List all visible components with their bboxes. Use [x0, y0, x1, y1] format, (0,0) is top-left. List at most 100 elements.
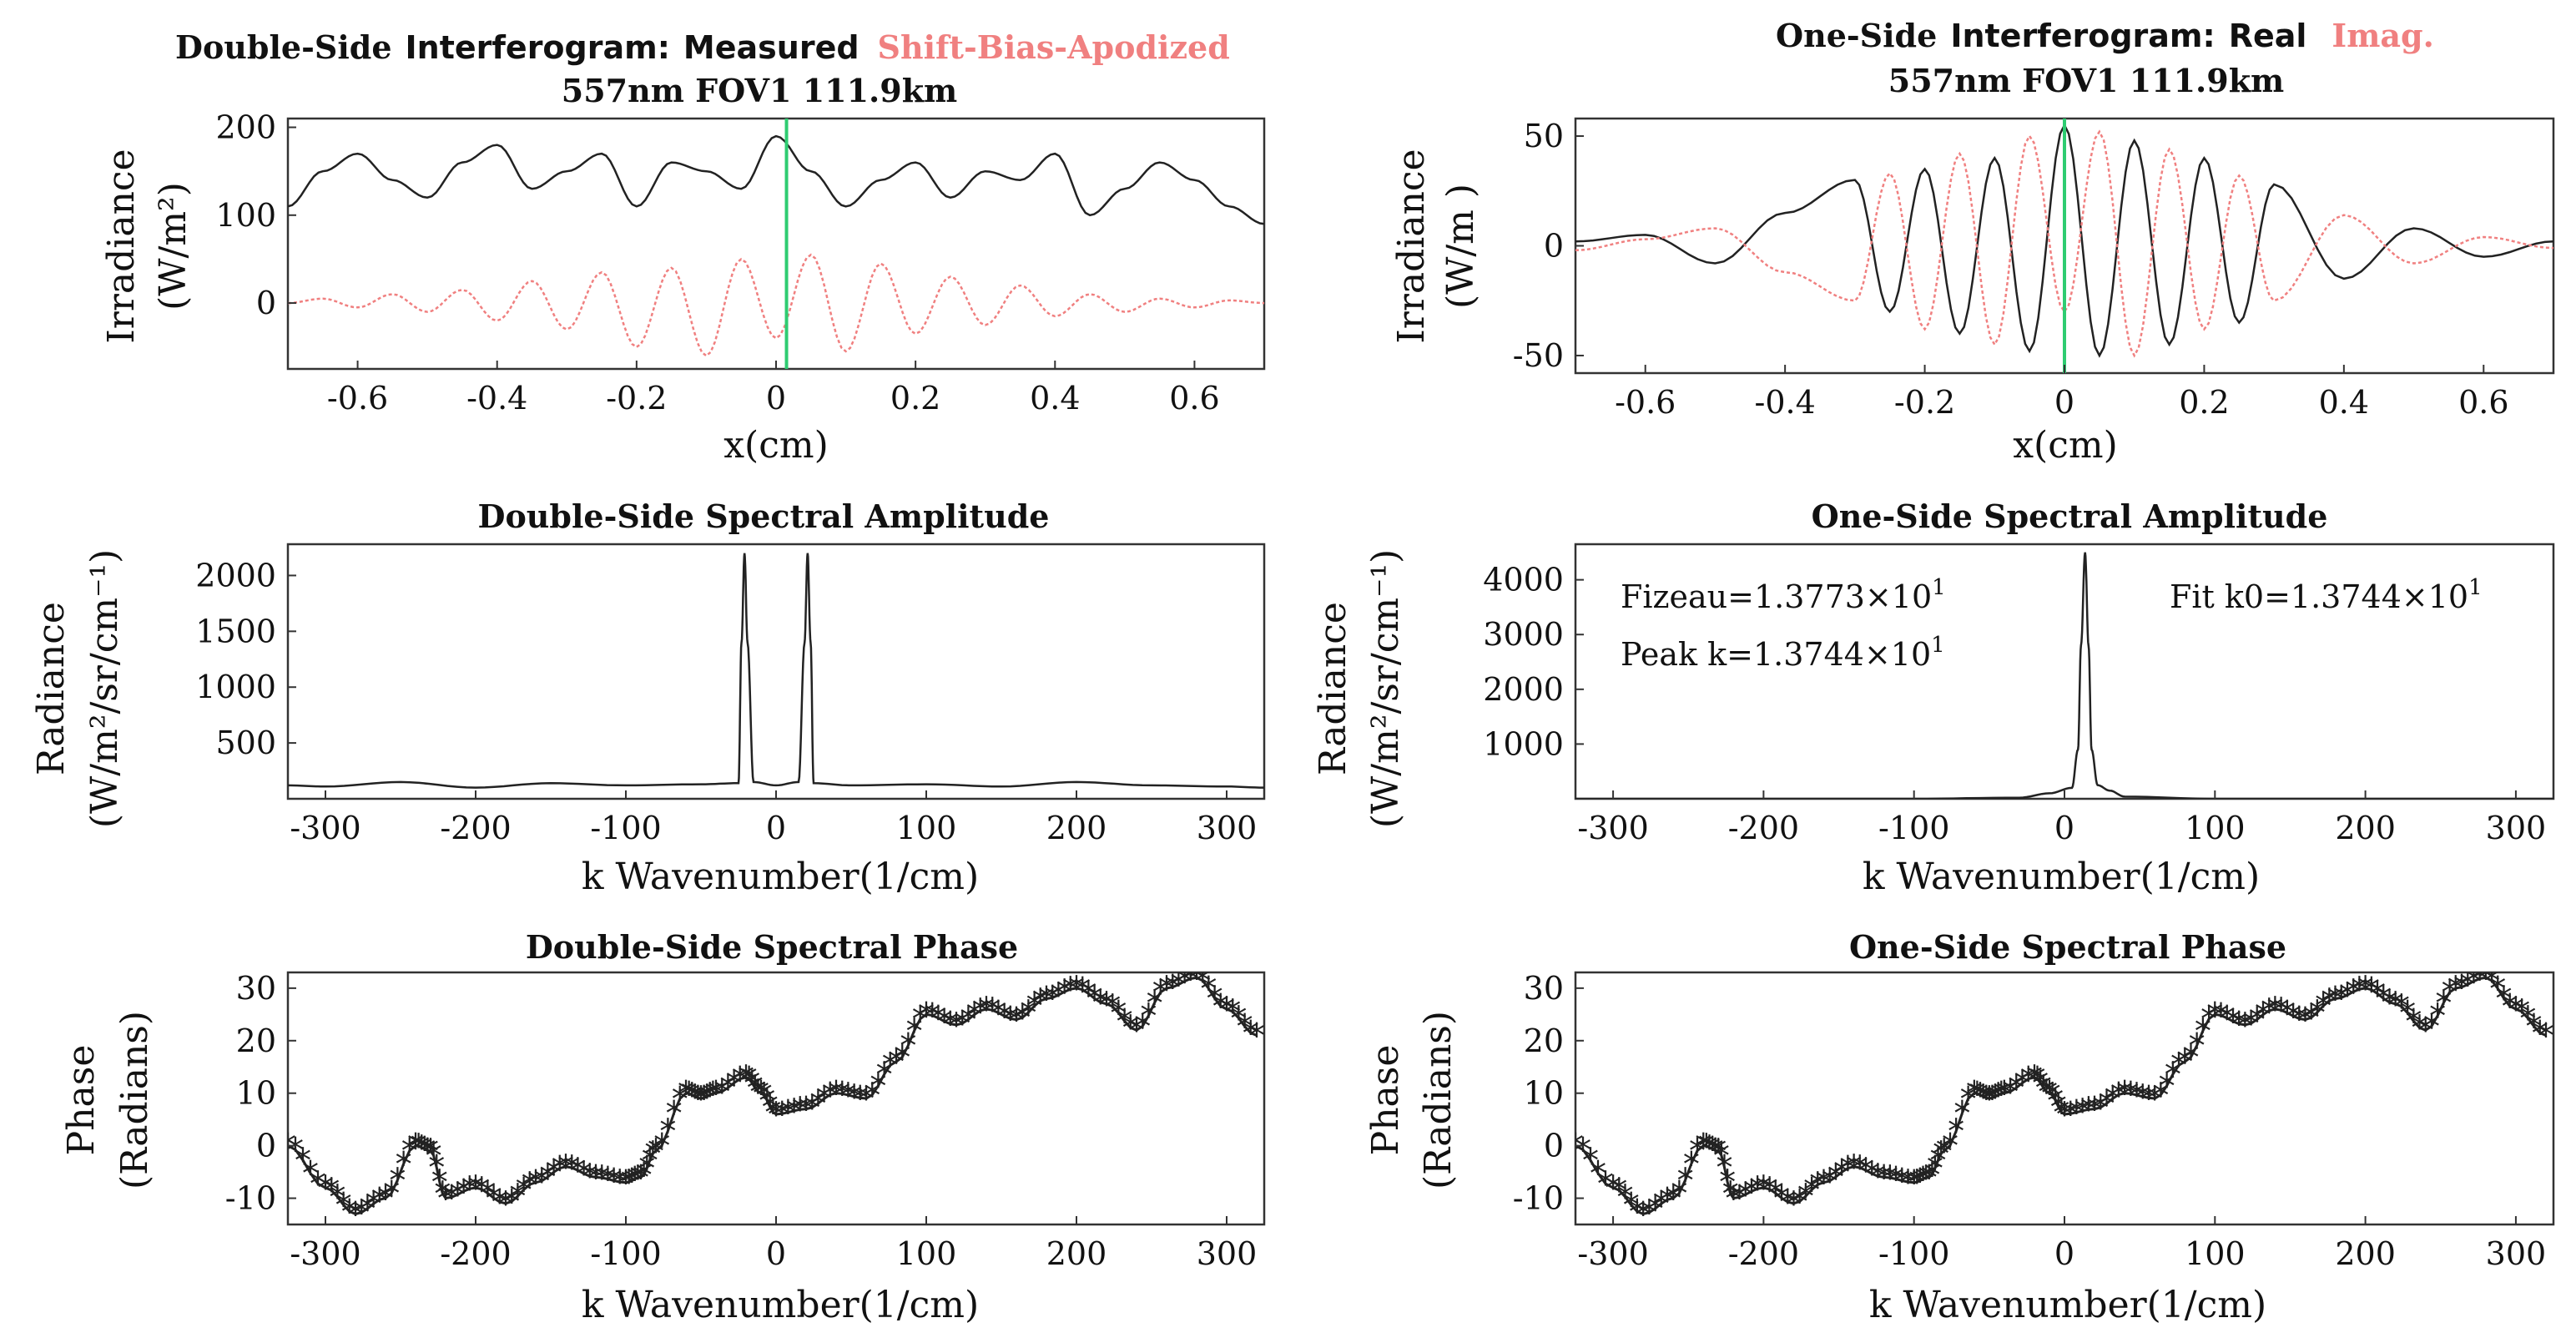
- phase-point: *: [557, 1149, 574, 1187]
- phase-point: *: [1629, 1193, 1646, 1231]
- y-tick-label: 0: [256, 285, 276, 321]
- phase-point: *: [1659, 1181, 1676, 1219]
- y-tick-label: 3000: [1483, 616, 1564, 653]
- series-line-1: [288, 134, 1264, 225]
- y-tick-label: 50: [1524, 118, 1564, 154]
- phase-point: *: [2285, 997, 2301, 1036]
- phase-point: *: [1972, 1077, 1989, 1115]
- phase-point: *: [1899, 1164, 1916, 1202]
- phase-point: *: [2339, 977, 2356, 1015]
- phase-point: *: [479, 1174, 496, 1213]
- phase-point: *: [2032, 1064, 2049, 1103]
- phase-point: *: [1026, 987, 1043, 1026]
- phase-point: *: [1906, 1164, 1923, 1203]
- phase-point: *: [653, 1127, 670, 1165]
- phase-point: *: [2375, 980, 2392, 1018]
- x-tick-label: -100: [590, 810, 661, 846]
- phase-point: *: [1243, 1014, 1259, 1053]
- phase-point: *: [1230, 1000, 1247, 1038]
- phase-point: *: [749, 1073, 766, 1112]
- phase-point: *: [2053, 1093, 2069, 1132]
- x-tick-label: -100: [1878, 810, 1949, 846]
- y-axis-label-2: (W/m²/sr/cm⁻¹): [83, 549, 126, 828]
- phase-point: *: [1993, 1075, 2009, 1113]
- y-axis-label-2: (Radians): [113, 1011, 156, 1189]
- x-tick-label: -200: [1728, 1235, 1799, 1272]
- phase-point: *: [1194, 962, 1211, 1001]
- phase-point: *: [2495, 980, 2512, 1018]
- phase-point: *: [1876, 1159, 1893, 1197]
- x-tick-labels: -300 -200 -100 0 100 200 300: [1577, 810, 2546, 846]
- phase-point: *: [1942, 1127, 1958, 1165]
- y-tick-label: 1000: [195, 669, 276, 705]
- y-tick-label: 0: [1544, 228, 1564, 265]
- phase-point: *: [809, 1085, 826, 1123]
- phase-point: *: [359, 1190, 376, 1229]
- phase-point: *: [621, 1164, 638, 1202]
- x-tick-labels: -300 -200 -100 0 100 200 300: [290, 1235, 1257, 1272]
- annotation-fizeau-text: Fizeau=1.3773×10: [1621, 578, 1932, 615]
- phase-point: *: [422, 1133, 439, 1171]
- plot-area: [288, 553, 1264, 799]
- phase-point: *: [996, 997, 1013, 1036]
- y-tick-label: 1500: [195, 613, 276, 649]
- phase-point: *: [1224, 993, 1241, 1032]
- phase-point: *: [295, 1142, 311, 1180]
- phase-point: *: [2170, 1047, 2187, 1085]
- x-tick-labels: -300 -200 -100 0 100 200 300: [290, 810, 1257, 846]
- phase-point: *: [1737, 1176, 1754, 1214]
- phase-point: *: [569, 1152, 586, 1190]
- phase-point: *: [2345, 973, 2362, 1012]
- x-tick-labels: -300 -200 -100 0 100 200 300: [1577, 1235, 2546, 1272]
- phase-point: *: [2092, 1089, 2109, 1128]
- phase-point: *: [1921, 1159, 1938, 1197]
- phase-point: *: [2098, 1085, 2115, 1123]
- phase-point: *: [1701, 1129, 1717, 1168]
- y-axis-label-1: Irradiance: [100, 149, 143, 343]
- phase-point: *: [2105, 1080, 2121, 1118]
- y-tick-label: 20: [1524, 1022, 1564, 1059]
- phase-point: *: [2195, 1012, 2211, 1051]
- phase-point: *: [1893, 1162, 1910, 1200]
- phase-point: *: [1218, 991, 1235, 1029]
- phase-point: *: [1882, 1159, 1898, 1198]
- y-axis-label-2: (W/m²): [152, 182, 194, 311]
- phase-point: *: [1732, 1179, 1748, 1217]
- phase-point: *: [2351, 971, 2367, 1009]
- phase-point: *: [1908, 1164, 1925, 1202]
- x-tick-label: -0.2: [606, 380, 667, 417]
- phase-point: *: [1809, 1166, 1826, 1204]
- phase-point: *: [1923, 1156, 1940, 1194]
- phase-point: *: [377, 1180, 394, 1219]
- phase-point: *: [2502, 987, 2518, 1026]
- phase-point: *: [627, 1161, 643, 1199]
- phase-point: *: [1888, 1161, 1904, 1199]
- phase-point: *: [2465, 963, 2482, 1002]
- phase-point: *: [704, 1075, 721, 1113]
- y-tick-label: 2000: [1483, 671, 1564, 708]
- phase-point: *: [864, 1077, 880, 1115]
- y-tick-label: 0: [1544, 1128, 1564, 1164]
- series-group: ****************************************…: [1575, 963, 2553, 1231]
- phase-point: *: [936, 1003, 953, 1042]
- phase-point: *: [1122, 1009, 1139, 1048]
- y-tick-label: 30: [236, 970, 276, 1007]
- phase-point: *: [888, 1043, 905, 1082]
- phase-point: *: [2327, 980, 2344, 1018]
- phase-point: *: [2200, 1001, 2217, 1039]
- phase-point: *: [1785, 1185, 1802, 1224]
- plot-area: ****************************************…: [288, 962, 1264, 1229]
- phase-point: *: [563, 1149, 580, 1188]
- panel-ds-phase: Double-Side Spectral Phase *************…: [60, 928, 1266, 1326]
- phase-point: *: [1605, 1169, 1621, 1208]
- phase-point: *: [1671, 1175, 1687, 1214]
- phase-point: *: [1990, 1077, 2007, 1115]
- x-tick-label: 100: [896, 1235, 957, 1272]
- phase-point: *: [401, 1133, 418, 1171]
- phase-point: *: [1725, 1180, 1742, 1219]
- phase-point: *: [1164, 969, 1181, 1007]
- y-tick-labels: 500 1000 1500 2000: [195, 557, 276, 761]
- phase-point: *: [753, 1075, 769, 1113]
- phase-point: *: [804, 1089, 820, 1128]
- phase-point: *: [972, 992, 989, 1031]
